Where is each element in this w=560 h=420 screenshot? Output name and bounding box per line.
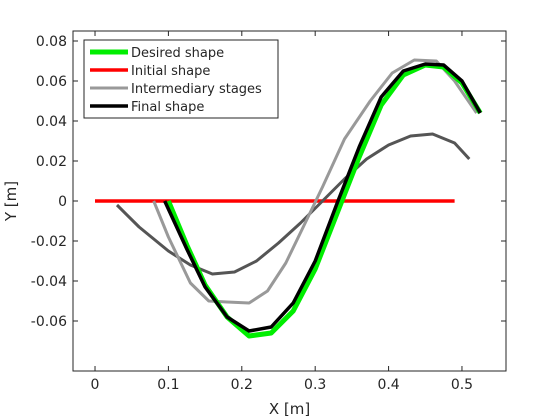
legend-label: Final shape — [131, 100, 204, 115]
y-tick-label: -0.06 — [31, 314, 67, 330]
x-tick-label: 0.1 — [157, 377, 179, 393]
y-tick-label: 0.04 — [36, 114, 67, 130]
y-tick-label: 0.02 — [36, 154, 67, 170]
x-tick-label: 0.3 — [304, 377, 326, 393]
x-tick-label: 0.5 — [451, 377, 473, 393]
legend-label: Intermediary stages — [131, 82, 262, 97]
x-tick-label: 0.2 — [231, 377, 253, 393]
y-tick-label: 0 — [58, 194, 67, 210]
y-tick-label: 0.06 — [36, 74, 67, 90]
x-tick-label: 0.4 — [377, 377, 399, 393]
legend: Desired shape Initial shape Intermediary s… — [84, 40, 278, 118]
y-tick-label: 0.08 — [36, 34, 67, 50]
legend-label: Initial shape — [131, 64, 210, 79]
y-tick-label: -0.02 — [31, 234, 67, 250]
x-tick-label: 0 — [91, 377, 100, 393]
legend-label: Desired shape — [131, 46, 224, 61]
y-tick-label: -0.04 — [31, 274, 67, 290]
x-axis-label: X [m] — [269, 400, 310, 418]
y-axis-label: Y [m] — [2, 181, 20, 222]
